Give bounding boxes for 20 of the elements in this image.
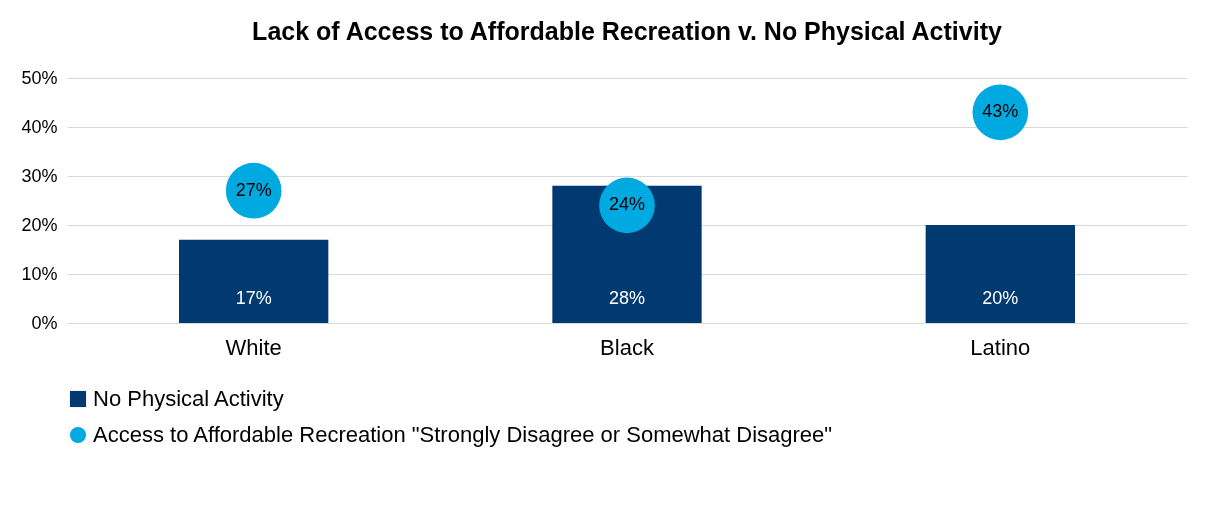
legend-label: Access to Affordable Recreation "Strongly Disagree or Somewhat Disagree" xyxy=(93,422,833,447)
y-tick-label: 40% xyxy=(21,116,58,137)
y-tick-label: 10% xyxy=(21,263,58,284)
data-label: 24% xyxy=(608,194,646,215)
legend-label: No Physical Activity xyxy=(93,386,284,411)
y-tick-label: 20% xyxy=(21,214,58,235)
data-label: 20% xyxy=(982,288,1019,308)
data-label: 43% xyxy=(982,101,1019,122)
x-tick-label: White xyxy=(225,334,282,360)
y-tick-label: 50% xyxy=(21,67,58,88)
chart-title: Lack of Access to Affordable Recreation v. No Physical Activity xyxy=(252,17,1002,45)
x-tick-label: Black xyxy=(600,334,655,360)
data-label: 27% xyxy=(235,179,272,200)
bar xyxy=(925,225,1075,323)
data-label: 28% xyxy=(608,288,646,308)
bar xyxy=(179,239,329,323)
data-label: 17% xyxy=(235,288,272,308)
x-tick-label: Latino xyxy=(970,334,1031,360)
y-tick-label: 30% xyxy=(21,165,58,186)
y-tick-label: 0% xyxy=(31,312,58,333)
